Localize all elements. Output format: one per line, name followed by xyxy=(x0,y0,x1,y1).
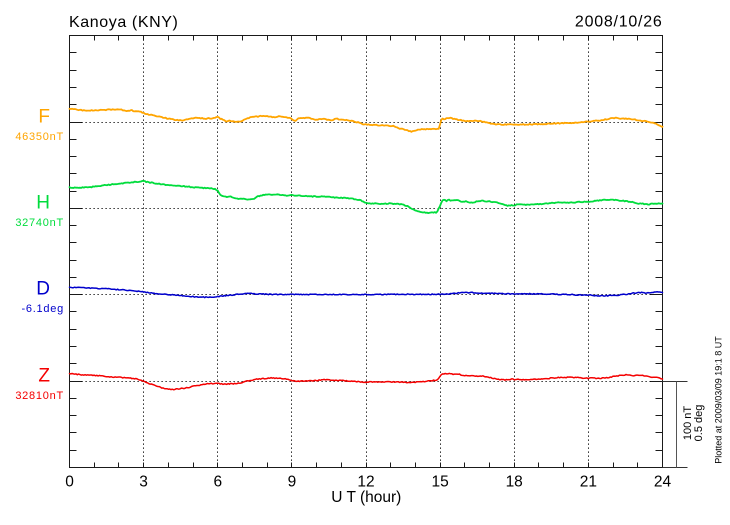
svg-text:21: 21 xyxy=(580,474,597,491)
svg-text:18: 18 xyxy=(506,474,523,491)
svg-text:3: 3 xyxy=(139,474,148,491)
svg-text:6: 6 xyxy=(213,474,222,491)
svg-text:Kanoya (KNY): Kanoya (KNY) xyxy=(69,14,178,31)
svg-text:U T (hour): U T (hour) xyxy=(331,489,401,506)
svg-text:Z: Z xyxy=(38,366,50,387)
svg-text:-6.1deg: -6.1deg xyxy=(21,303,64,315)
svg-text:Plotted at 2009/03/09 19:1 8 U: Plotted at 2009/03/09 19:1 8 UT xyxy=(714,336,724,464)
svg-text:H: H xyxy=(36,193,50,214)
svg-text:100 nT: 100 nT xyxy=(682,406,694,441)
svg-text:24: 24 xyxy=(654,474,672,491)
svg-text:46350nT: 46350nT xyxy=(15,131,64,143)
svg-text:15: 15 xyxy=(431,474,448,491)
svg-text:2008/10/26: 2008/10/26 xyxy=(575,14,663,31)
svg-text:0: 0 xyxy=(65,474,74,491)
svg-text:D: D xyxy=(36,279,50,300)
svg-text:9: 9 xyxy=(288,474,297,491)
svg-text:32740nT: 32740nT xyxy=(15,217,64,229)
svg-text:12: 12 xyxy=(357,474,374,491)
svg-text:0.5 deg: 0.5 deg xyxy=(693,405,705,442)
svg-text:F: F xyxy=(38,107,50,128)
svg-text:32810nT: 32810nT xyxy=(15,390,64,402)
